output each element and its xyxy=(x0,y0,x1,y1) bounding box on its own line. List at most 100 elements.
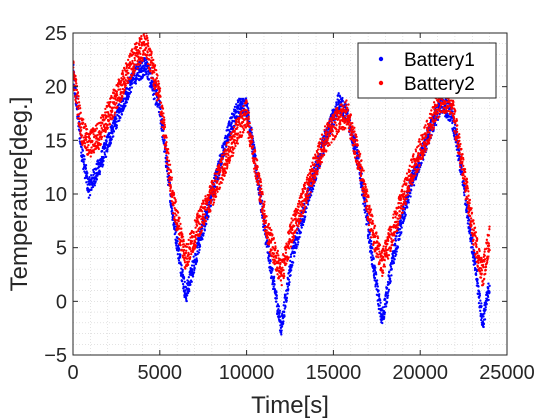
data-point xyxy=(84,167,88,170)
data-point xyxy=(110,138,113,141)
data-point xyxy=(374,266,377,269)
data-point xyxy=(138,40,141,43)
data-point xyxy=(185,299,188,303)
data-point xyxy=(131,82,134,85)
data-point xyxy=(122,75,125,78)
data-point xyxy=(110,96,114,99)
data-point xyxy=(215,172,218,175)
data-point xyxy=(251,140,254,143)
data-point xyxy=(400,226,403,229)
data-point xyxy=(163,123,166,126)
data-point xyxy=(200,225,204,228)
data-point xyxy=(308,196,312,199)
data-point xyxy=(334,121,337,124)
data-point xyxy=(115,120,118,123)
data-point xyxy=(395,235,398,238)
data-point xyxy=(125,66,128,70)
data-point xyxy=(174,218,178,222)
data-point xyxy=(259,195,262,198)
data-point xyxy=(75,82,78,85)
data-point xyxy=(224,171,228,174)
data-point xyxy=(143,56,147,60)
data-point xyxy=(101,161,104,164)
data-point xyxy=(146,75,149,78)
data-point xyxy=(309,191,312,194)
data-point xyxy=(212,183,216,186)
data-point xyxy=(99,142,102,146)
data-point xyxy=(311,177,314,181)
data-point xyxy=(241,106,244,110)
data-point xyxy=(333,138,336,141)
data-point xyxy=(366,236,370,240)
data-point xyxy=(213,198,216,201)
data-point xyxy=(171,209,174,212)
data-point xyxy=(171,189,174,193)
data-point xyxy=(340,113,343,116)
data-point xyxy=(409,195,412,198)
data-point xyxy=(296,243,299,246)
data-point xyxy=(243,108,247,111)
data-point xyxy=(182,245,185,249)
data-point xyxy=(274,247,277,250)
data-point xyxy=(160,110,163,113)
data-point xyxy=(95,178,99,181)
data-point xyxy=(83,126,86,129)
data-point xyxy=(205,216,209,219)
data-point xyxy=(167,159,171,162)
data-point xyxy=(186,263,190,266)
data-point xyxy=(174,198,177,202)
data-point xyxy=(84,124,88,128)
data-point xyxy=(266,226,269,229)
data-point xyxy=(74,98,77,102)
data-point xyxy=(190,264,194,267)
data-point xyxy=(267,222,270,226)
data-point xyxy=(272,285,275,288)
data-point xyxy=(463,194,466,197)
data-point xyxy=(201,210,204,213)
data-point xyxy=(487,298,490,302)
data-point xyxy=(162,112,165,115)
data-point xyxy=(299,219,302,222)
data-point xyxy=(123,76,126,80)
data-point xyxy=(168,163,172,166)
data-point xyxy=(261,212,264,216)
data-point xyxy=(385,305,388,308)
data-point xyxy=(228,121,231,125)
data-point xyxy=(131,48,134,51)
data-point xyxy=(140,66,144,70)
data-point xyxy=(477,285,480,288)
data-point xyxy=(112,135,115,138)
data-point xyxy=(229,132,233,135)
data-point xyxy=(248,125,251,129)
data-point xyxy=(409,191,412,195)
data-point xyxy=(267,257,270,260)
data-point xyxy=(395,253,398,256)
data-point xyxy=(371,247,374,250)
data-point xyxy=(117,85,120,88)
data-point xyxy=(323,128,326,132)
data-point xyxy=(287,242,291,245)
data-point xyxy=(113,106,116,109)
data-point xyxy=(253,149,257,153)
data-point xyxy=(147,45,150,48)
data-point xyxy=(263,212,266,216)
data-point xyxy=(197,229,200,232)
data-point xyxy=(241,125,244,129)
data-point xyxy=(475,273,478,277)
data-point xyxy=(263,209,266,212)
data-point xyxy=(145,72,148,75)
data-point xyxy=(388,270,391,273)
data-point xyxy=(189,248,192,251)
data-point xyxy=(274,245,277,248)
data-point xyxy=(260,184,263,187)
data-point xyxy=(187,253,191,256)
data-point xyxy=(270,248,273,251)
data-point xyxy=(268,261,271,265)
data-point xyxy=(305,176,309,179)
data-point xyxy=(318,145,321,148)
data-point xyxy=(207,215,210,218)
data-point xyxy=(316,168,319,171)
data-point xyxy=(280,333,283,336)
data-point xyxy=(126,69,129,72)
data-point xyxy=(147,78,151,81)
